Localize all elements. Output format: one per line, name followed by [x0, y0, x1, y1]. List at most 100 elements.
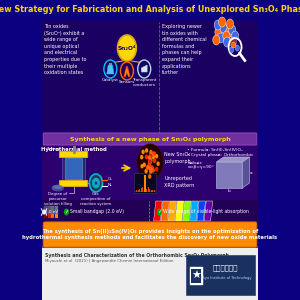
Text: c: c — [218, 152, 220, 157]
Circle shape — [157, 161, 160, 166]
Text: Miyauchi et al. (2021) | Angewandte Chemie International Edition: Miyauchi et al. (2021) | Angewandte Chem… — [46, 259, 174, 263]
Text: Synthesis and Characterization of the Orthorhombic Sn₃O₄ Polymorph: Synthesis and Characterization of the Or… — [46, 253, 230, 258]
Text: O₂: O₂ — [107, 178, 112, 182]
Text: New Sn₃O₄
polymorph: New Sn₃O₄ polymorph — [164, 152, 191, 164]
Text: ★: ★ — [191, 271, 201, 281]
Bar — [42, 246, 258, 248]
Bar — [42, 246, 258, 300]
Bar — [51, 206, 55, 218]
Text: Exploring newer
tin oxides with
different chemical
formulas and
phases can help
: Exploring newer tin oxides with differen… — [161, 24, 206, 75]
Circle shape — [153, 152, 156, 156]
Circle shape — [148, 162, 151, 166]
FancyBboxPatch shape — [43, 133, 257, 145]
Circle shape — [148, 159, 152, 163]
Text: N₂: N₂ — [107, 184, 112, 188]
Text: Synthesis of a new phase of Sn₃O₄ polymorph: Synthesis of a new phase of Sn₃O₄ polymo… — [70, 136, 230, 142]
Circle shape — [148, 165, 152, 169]
Bar — [55, 206, 58, 218]
Text: Sn₂O⁴: Sn₂O⁴ — [118, 46, 136, 50]
Circle shape — [153, 158, 156, 163]
Bar — [109, 63, 112, 65]
Polygon shape — [141, 65, 147, 72]
Bar — [71, 150, 76, 152]
Circle shape — [220, 23, 227, 33]
Circle shape — [142, 150, 145, 154]
Polygon shape — [168, 201, 177, 221]
Text: Wide range of visible-light absorption: Wide range of visible-light absorption — [163, 209, 249, 214]
Circle shape — [148, 161, 151, 166]
Bar — [186, 255, 254, 295]
Circle shape — [145, 148, 148, 153]
Text: Tokyo Institute of Technology: Tokyo Institute of Technology — [200, 276, 252, 280]
Bar — [42, 144, 258, 223]
Circle shape — [218, 17, 226, 27]
Circle shape — [89, 174, 102, 192]
Circle shape — [213, 35, 220, 45]
Circle shape — [224, 37, 231, 47]
Circle shape — [92, 178, 100, 188]
Text: Tuning: Tuning — [46, 147, 60, 151]
Circle shape — [137, 144, 163, 180]
Text: Small bandgap (2.0 eV): Small bandgap (2.0 eV) — [70, 209, 124, 214]
Circle shape — [223, 31, 230, 41]
Ellipse shape — [53, 185, 63, 189]
Text: Unreported
XRD pattern: Unreported XRD pattern — [164, 176, 195, 188]
Circle shape — [226, 19, 234, 29]
Polygon shape — [197, 201, 206, 221]
Circle shape — [148, 160, 152, 164]
Circle shape — [149, 167, 152, 171]
Text: Catalyst: Catalyst — [102, 78, 119, 82]
Text: • Formula: Sn(II)₂Sn(IV)O₄: • Formula: Sn(II)₂Sn(IV)O₄ — [188, 148, 243, 152]
Text: hydrothermal synthesis methods and facilitates the discovery of new oxide materi: hydrothermal synthesis methods and facil… — [22, 236, 278, 241]
Bar — [44, 206, 47, 218]
Bar — [48, 206, 51, 218]
Circle shape — [229, 25, 236, 35]
Bar — [42, 20, 258, 137]
Circle shape — [140, 155, 143, 159]
Bar — [134, 173, 156, 193]
Text: ✓: ✓ — [64, 209, 69, 214]
Text: Sensors: Sensors — [119, 80, 135, 84]
Polygon shape — [182, 201, 191, 221]
Circle shape — [152, 155, 155, 159]
Circle shape — [148, 155, 151, 160]
Circle shape — [215, 27, 222, 37]
Text: Degree of
precursor
solution filling: Degree of precursor solution filling — [44, 192, 72, 206]
Text: 2.0 eV: 2.0 eV — [46, 210, 59, 214]
Polygon shape — [175, 201, 184, 221]
Circle shape — [229, 47, 234, 53]
Bar — [42, 0, 258, 20]
Circle shape — [64, 208, 69, 215]
Polygon shape — [216, 162, 242, 188]
Polygon shape — [161, 201, 170, 221]
Circle shape — [149, 158, 152, 163]
Circle shape — [232, 42, 236, 48]
Circle shape — [150, 153, 153, 158]
Bar — [190, 267, 202, 285]
Bar — [62, 155, 85, 182]
Circle shape — [143, 163, 146, 167]
Circle shape — [151, 166, 154, 170]
Circle shape — [146, 165, 149, 169]
Text: New Strategy for Fabrication and Analysis of Unexplored Sn₃O₄ Phase: New Strategy for Fabrication and Analysi… — [0, 5, 300, 14]
Polygon shape — [154, 201, 162, 221]
Circle shape — [148, 160, 152, 164]
Circle shape — [140, 164, 144, 168]
Bar — [65, 158, 82, 179]
Circle shape — [148, 174, 151, 179]
Circle shape — [152, 168, 155, 172]
Bar — [191, 269, 201, 283]
Text: Tin oxides
(Sn₂O⁴) exhibit a
wide range of
unique optical
and electrical
propert: Tin oxides (Sn₂O⁴) exhibit a wide range … — [44, 24, 86, 75]
Bar — [44, 206, 58, 214]
Circle shape — [149, 158, 152, 162]
Circle shape — [235, 45, 239, 51]
Circle shape — [157, 208, 162, 215]
Circle shape — [229, 37, 236, 47]
Text: • Crystal phase: Orthorhombic: • Crystal phase: Orthorhombic — [188, 153, 254, 157]
Polygon shape — [190, 201, 198, 221]
Text: The synthesis of Sn(II)₂Sn(IV)O₄ provides insights on the optimization of: The synthesis of Sn(II)₂Sn(IV)O₄ provide… — [42, 230, 258, 235]
Circle shape — [138, 60, 151, 78]
Ellipse shape — [52, 185, 64, 191]
Text: α=β=γ=90°: α=β=γ=90° — [188, 165, 214, 169]
Circle shape — [145, 155, 148, 159]
